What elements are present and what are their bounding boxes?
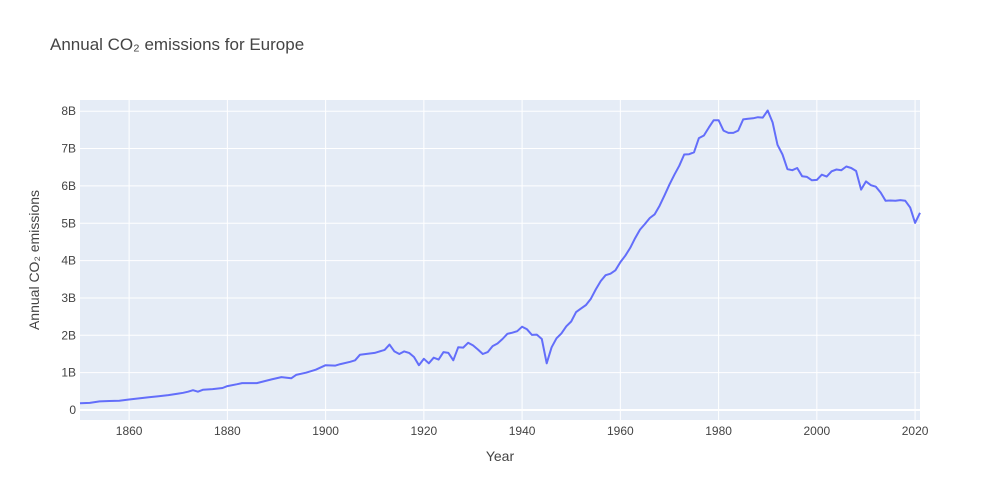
- x-tick-label: 1980: [705, 424, 732, 438]
- y-tick-label: 2B: [61, 328, 76, 342]
- y-tick-label: 0: [69, 403, 76, 417]
- chart-title: Annual CO₂ emissions for Europe: [50, 35, 304, 54]
- x-tick-label: 1860: [116, 424, 143, 438]
- grid: [80, 100, 920, 420]
- x-tick-label: 1920: [411, 424, 438, 438]
- y-axis-title: Annual CO₂ emissions: [26, 190, 42, 330]
- x-tick-label: 2020: [902, 424, 929, 438]
- y-tick-label: 8B: [61, 104, 76, 118]
- x-axis: 1860 1880 1900 1920 1940 1960 1980 2000 2020: [116, 424, 929, 438]
- plot-area: [80, 100, 920, 420]
- x-tick-label: 1940: [509, 424, 536, 438]
- y-tick-label: 5B: [61, 216, 76, 230]
- y-tick-label: 4B: [61, 254, 76, 268]
- y-tick-label: 6B: [61, 179, 76, 193]
- x-tick-label: 1880: [214, 424, 241, 438]
- y-axis: 0 1B 2B 3B 4B 5B 6B 7B 8B: [61, 104, 76, 417]
- x-axis-title: Year: [486, 448, 515, 464]
- y-tick-label: 7B: [61, 142, 76, 156]
- series-lines[interactable]: [79, 109, 921, 405]
- series-line[interactable]: [79, 109, 921, 405]
- x-tick-label: 1900: [312, 424, 339, 438]
- x-tick-label: 1960: [607, 424, 634, 438]
- x-tick-label: 2000: [803, 424, 830, 438]
- y-tick-label: 1B: [61, 366, 76, 380]
- y-tick-label: 3B: [61, 291, 76, 305]
